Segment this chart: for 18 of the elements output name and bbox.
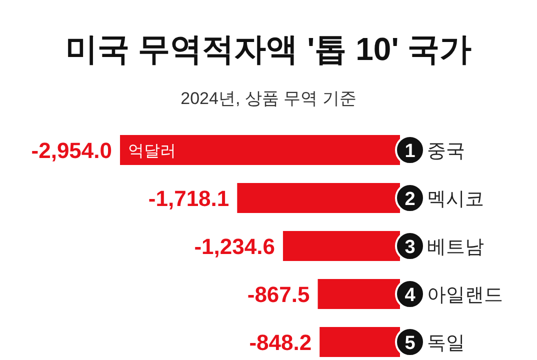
data-label: -1,234.6 — [194, 234, 275, 259]
annotation: 3 — [404, 237, 416, 258]
annotation: 5 — [404, 333, 416, 354]
data-label: -2,954.0 — [31, 138, 112, 163]
y-tick-label: 멕시코 — [427, 189, 484, 210]
y-tick-label: 독일 — [427, 333, 465, 354]
chart-subtitle: 2024년, 상품 무역 기준 — [180, 89, 356, 108]
data-label: -848.2 — [249, 330, 312, 355]
chart-title: 미국 무역적자액 '톱 10' 국가 — [65, 31, 472, 67]
y-tick-label: 중국 — [427, 141, 465, 162]
data-label: -1,718.1 — [148, 186, 230, 211]
annotation: 1 — [404, 141, 416, 162]
y-tick-label: 베트남 — [427, 237, 484, 258]
annotation: 2 — [404, 189, 416, 210]
data-label: -867.5 — [247, 282, 310, 307]
annotation: 4 — [404, 285, 416, 306]
y-tick-label: 아일랜드 — [427, 285, 503, 306]
annotation: 억달러 — [128, 143, 176, 160]
